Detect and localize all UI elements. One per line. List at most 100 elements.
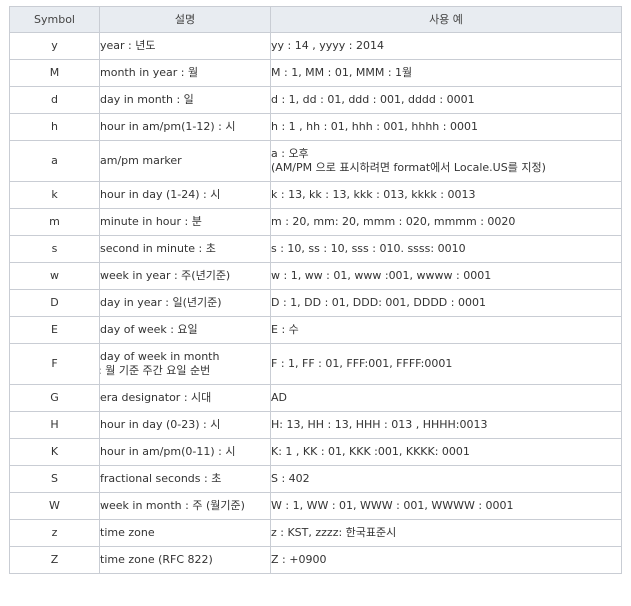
example-cell: yy : 14 , yyyy : 2014 — [270, 32, 622, 60]
description-line: : 월 기준 주간 요일 순번 — [99, 364, 211, 377]
description-cell: hour in day (0-23) : 시 — [99, 411, 271, 439]
description-cell: minute in hour : 분 — [99, 208, 271, 236]
example-line: z : KST, zzzz: 한국표준시 — [271, 526, 397, 539]
description-cell: month in year : 월 — [99, 59, 271, 87]
example-cell: z : KST, zzzz: 한국표준시 — [270, 519, 622, 547]
symbol-cell: S — [9, 465, 100, 493]
example-cell: s : 10, ss : 10, sss : 010. ssss: 0010 — [270, 235, 622, 263]
description-cell: era designator : 시대 — [99, 384, 271, 412]
description-cell: am/pm marker — [99, 140, 271, 182]
description-cell: day of week : 요일 — [99, 316, 271, 344]
table-row: h hour in am/pm(1-12) : 시 h : 1 , hh : 01,… — [9, 113, 622, 141]
description-cell: time zone — [99, 519, 271, 547]
table-row: w week in year : 주(년기준) w : 1, ww : 01, ww… — [9, 262, 622, 290]
symbol-cell: K — [9, 438, 100, 466]
example-line: a : 오후 — [271, 147, 309, 160]
symbol-cell: y — [9, 32, 100, 60]
table-row: k hour in day (1-24) : 시 k : 13, kk : 13, … — [9, 181, 622, 209]
description-cell: hour in day (1-24) : 시 — [99, 181, 271, 209]
table-row: z time zone z : KST, zzzz: 한국표준시 — [9, 519, 622, 547]
example-line: d : 1, dd : 01, ddd : 001, dddd : 0001 — [271, 93, 475, 106]
header-description: 설명 — [99, 6, 271, 33]
symbol-cell: E — [9, 316, 100, 344]
example-line: F : 1, FF : 01, FFF:001, FFFF:0001 — [271, 357, 453, 370]
header-row: Symbol 설명 사용 예 — [9, 6, 622, 33]
table-row: s second in minute : 초 s : 10, ss : 10, ss… — [9, 235, 622, 263]
description-cell: fractional seconds : 초 — [99, 465, 271, 493]
example-line: h : 1 , hh : 01, hhh : 001, hhhh : 0001 — [271, 120, 478, 133]
description-line: hour in am/pm(1-12) : 시 — [100, 120, 236, 133]
description-line: day of week : 요일 — [100, 323, 198, 336]
symbol-cell: s — [9, 235, 100, 263]
example-cell: a : 오후 (AM/PM 으로 표시하려면 format에서 Locale.US… — [270, 140, 622, 182]
example-cell: K: 1 , KK : 01, KKK :001, KKKK: 0001 — [270, 438, 622, 466]
example-cell: Z : +0900 — [270, 546, 622, 574]
symbol-cell: H — [9, 411, 100, 439]
example-line: M : 1, MM : 01, MMM : 1월 — [271, 66, 413, 79]
table-row: y year : 년도 yy : 14 , yyyy : 2014 — [9, 32, 622, 60]
example-cell: w : 1, ww : 01, www :001, wwww : 0001 — [270, 262, 622, 290]
description-line: hour in am/pm(0-11) : 시 — [100, 445, 236, 458]
header-example: 사용 예 — [270, 6, 622, 33]
example-line: W : 1, WW : 01, WWW : 001, WWWW : 0001 — [271, 499, 514, 512]
symbol-cell: M — [9, 59, 100, 87]
symbol-cell: Z — [9, 546, 100, 574]
symbol-cell: F — [9, 343, 100, 385]
example-line: D : 1, DD : 01, DDD: 001, DDDD : 0001 — [271, 296, 486, 309]
description-line: day in month : 일 — [100, 93, 194, 106]
example-line: s : 10, ss : 10, sss : 010. ssss: 0010 — [271, 242, 466, 255]
symbol-cell: h — [9, 113, 100, 141]
description-cell: hour in am/pm(1-12) : 시 — [99, 113, 271, 141]
example-line: AD — [271, 391, 288, 404]
description-line: time zone — [100, 526, 155, 539]
example-line: E : 수 — [271, 323, 299, 336]
description-cell: day of week in month: 월 기준 주간 요일 순번 — [99, 343, 271, 385]
example-cell: AD — [270, 384, 622, 412]
description-line: minute in hour : 분 — [100, 215, 202, 228]
description-line: am/pm marker — [100, 154, 182, 167]
symbol-cell: z — [9, 519, 100, 547]
example-line: H: 13, HH : 13, HHH : 013 , HHHH:0013 — [271, 418, 488, 431]
description-line: hour in day (1-24) : 시 — [100, 188, 221, 201]
description-cell: week in year : 주(년기준) — [99, 262, 271, 290]
example-cell: k : 13, kk : 13, kkk : 013, kkkk : 0013 — [270, 181, 622, 209]
symbol-cell: d — [9, 86, 100, 114]
description-line: hour in day (0-23) : 시 — [100, 418, 221, 431]
symbol-cell: W — [9, 492, 100, 520]
example-cell: d : 1, dd : 01, ddd : 001, dddd : 0001 — [270, 86, 622, 114]
description-cell: year : 년도 — [99, 32, 271, 60]
example-line: k : 13, kk : 13, kkk : 013, kkkk : 0013 — [271, 188, 476, 201]
description-line: time zone (RFC 822) — [100, 553, 213, 566]
description-line: year : 년도 — [100, 39, 156, 52]
example-cell: W : 1, WW : 01, WWW : 001, WWWW : 0001 — [270, 492, 622, 520]
example-cell: M : 1, MM : 01, MMM : 1월 — [270, 59, 622, 87]
example-cell: D : 1, DD : 01, DDD: 001, DDDD : 0001 — [270, 289, 622, 317]
symbol-cell: k — [9, 181, 100, 209]
table-row: m minute in hour : 분 m : 20, mm: 20, mmm :… — [9, 208, 622, 236]
symbol-cell: m — [9, 208, 100, 236]
symbol-cell: G — [9, 384, 100, 412]
example-line: Z : +0900 — [271, 553, 327, 566]
example-line: yy : 14 , yyyy : 2014 — [271, 39, 384, 52]
description-line: second in minute : 초 — [100, 242, 216, 255]
table-row: a am/pm marker a : 오후 (AM/PM 으로 표시하려면 forma… — [9, 140, 622, 182]
example-cell: E : 수 — [270, 316, 622, 344]
symbol-cell: w — [9, 262, 100, 290]
description-cell: hour in am/pm(0-11) : 시 — [99, 438, 271, 466]
description-line: day in year : 일(년기준) — [100, 296, 222, 309]
description-cell: day in month : 일 — [99, 86, 271, 114]
example-line: S : 402 — [271, 472, 310, 485]
example-cell: h : 1 , hh : 01, hhh : 001, hhhh : 0001 — [270, 113, 622, 141]
description-cell: week in month : 주 (월기준) — [99, 492, 271, 520]
